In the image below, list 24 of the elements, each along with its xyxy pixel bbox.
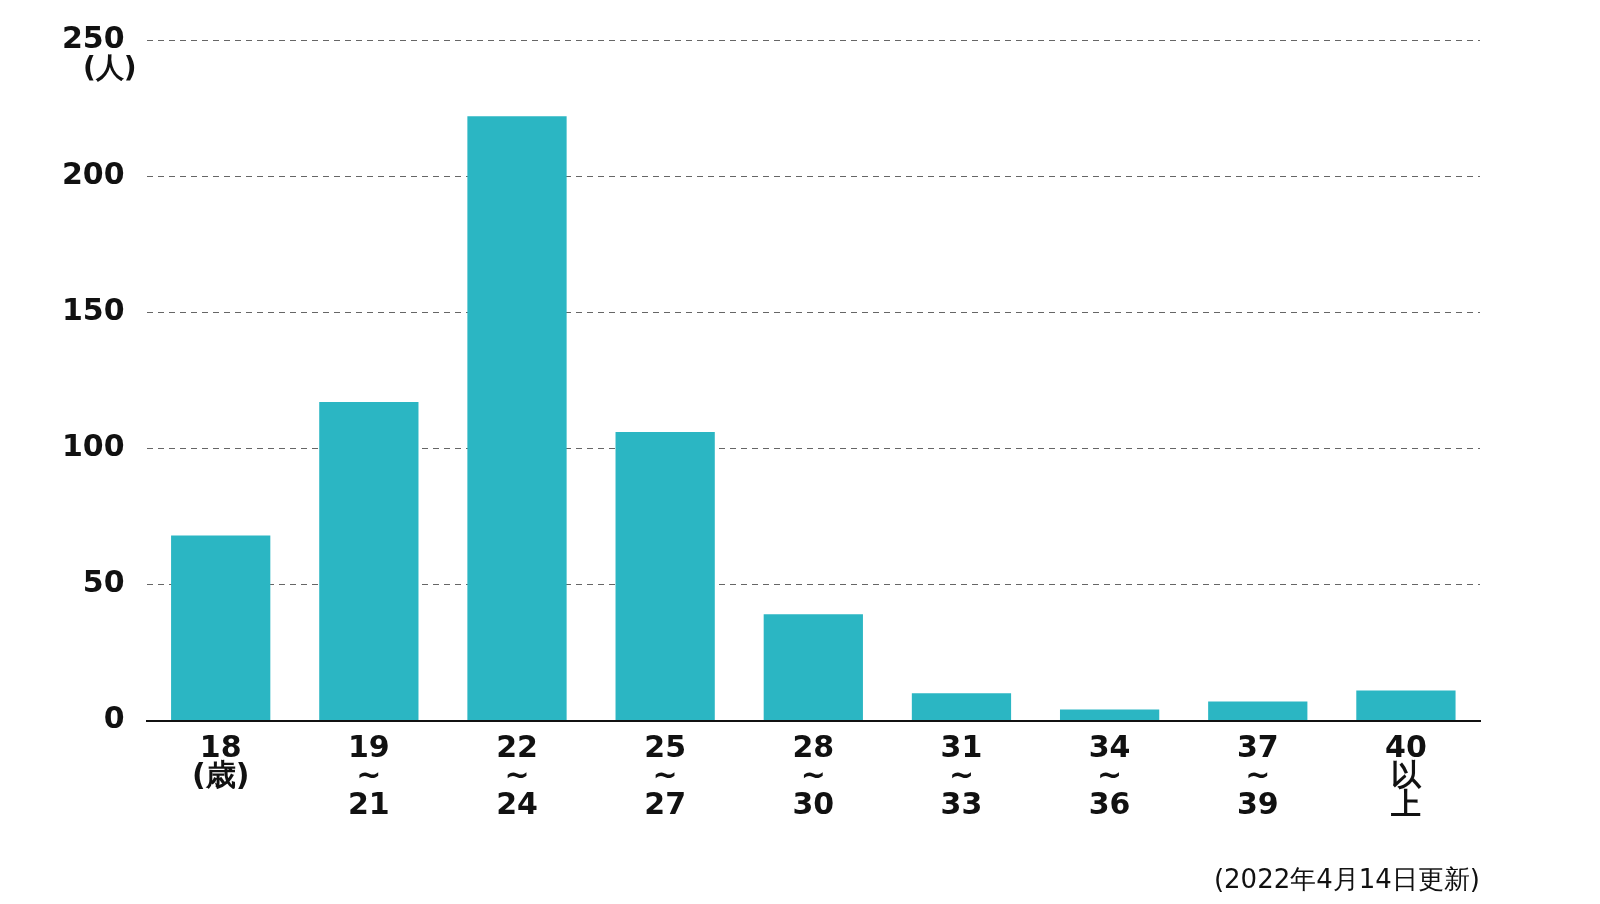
y-tick-label: 100 [62, 428, 125, 464]
x-tick-label: 22 ~ 24 [496, 728, 538, 821]
x-tick-label: 19 ~ 21 [347, 728, 390, 821]
bar [763, 614, 863, 720]
x-tick-label: 37 ~ 39 [1236, 728, 1279, 821]
text: (2022年4月14日更新) [1213, 863, 1480, 894]
x-tick-label: 40 以上 [1385, 728, 1427, 821]
x-tick-label: 25 ~ 27 [644, 728, 687, 821]
y-tick-label: 0 [103, 700, 125, 736]
y-tick-label: 200 [62, 155, 125, 191]
bar [319, 402, 419, 720]
bar [615, 431, 715, 720]
y-tick-label: 150 [62, 292, 125, 327]
x-tick-label: 31 ~ 33 [940, 728, 983, 821]
y-tick-label: 50 [82, 564, 125, 600]
bar [911, 693, 1012, 720]
bar [171, 535, 271, 720]
x-tick-label: 18 (歳) [191, 728, 250, 793]
bar [1059, 709, 1160, 720]
x-tick-label: 34 ~ 36 [1088, 728, 1131, 821]
bar [1356, 690, 1456, 720]
bar [1208, 701, 1308, 720]
x-tick-label: 28 ~ 30 [792, 728, 835, 821]
bar [467, 116, 567, 720]
